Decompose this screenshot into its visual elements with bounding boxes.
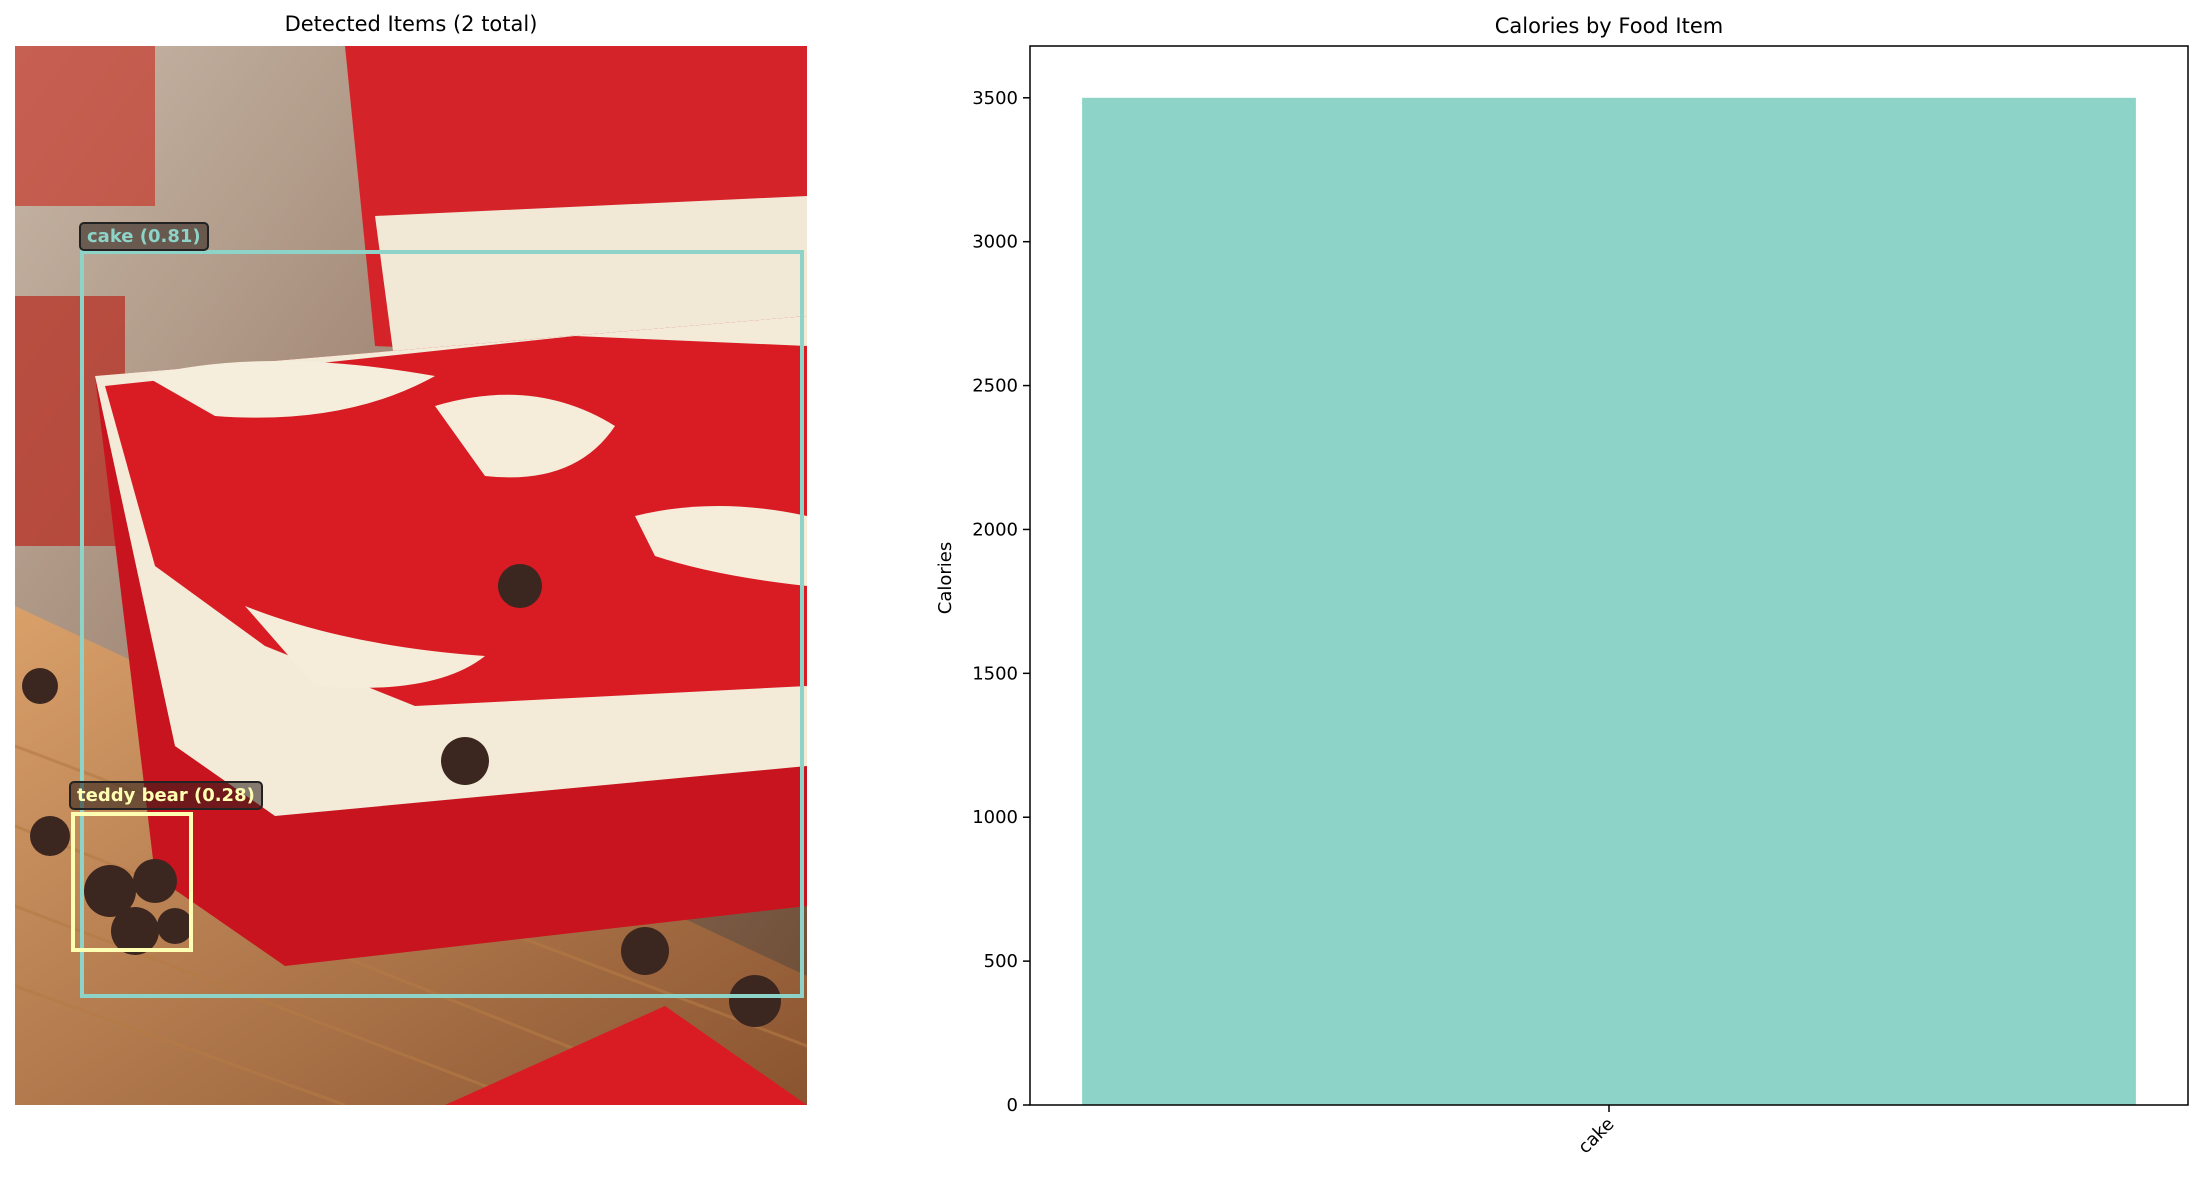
food-photo-illustration: [15, 46, 807, 1105]
image-panel-title: Detected Items (2 total): [284, 12, 538, 36]
x-tick-label: cake: [1574, 1114, 1618, 1158]
bars-group: [1082, 97, 2136, 1106]
y-tick-label: 1500: [972, 663, 1018, 684]
bar-cake: [1082, 97, 2136, 1106]
y-tick-label: 0: [1007, 1095, 1018, 1116]
detection-label-teddy-bear: teddy bear (0.28): [69, 781, 263, 810]
y-tick-label: 3500: [972, 88, 1018, 109]
detection-label-cake: cake (0.81): [79, 222, 209, 251]
y-tick-label: 500: [984, 951, 1018, 972]
food-photo: cake (0.81) teddy bear (0.28): [15, 46, 807, 1105]
y-tick-label: 1000: [972, 807, 1018, 828]
y-tick-label: 2000: [972, 519, 1018, 540]
y-tick-label: 3000: [972, 232, 1018, 253]
detection-box-cake: [80, 250, 804, 998]
y-axis-label: Calories: [935, 542, 956, 614]
chart-title: Calories by Food Item: [1495, 14, 1724, 38]
x-ticks-group: cake: [1574, 1105, 1619, 1158]
y-tick-label: 2500: [972, 376, 1018, 397]
y-ticks-group: 0 500 1000 1500 2000 2500 3000 3500: [972, 88, 1030, 1116]
plot-frame: [1029, 45, 2189, 1106]
detection-box-teddy-bear: [71, 812, 193, 952]
